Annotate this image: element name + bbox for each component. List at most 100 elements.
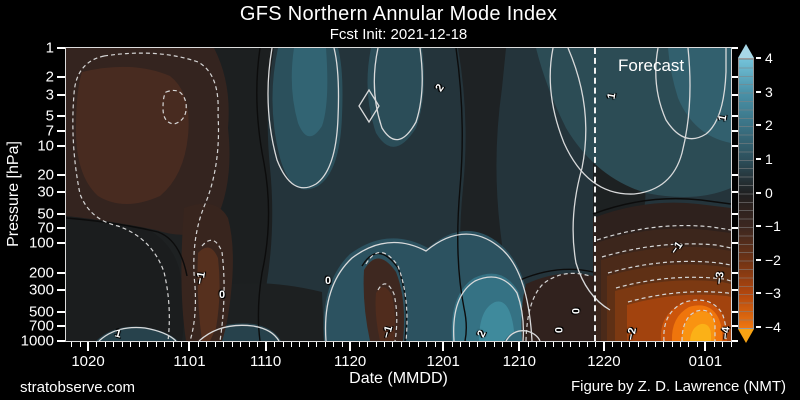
y-tick [57,76,65,79]
forecast-init-line [593,48,596,341]
chart-title: GFS Northern Annular Mode Index [239,3,558,25]
x-tick-label: 1220 [587,353,621,370]
x-minor-tick [333,342,335,347]
colorbar-tick-label: 0 [765,184,773,201]
y-tick [732,191,738,194]
y-tick-label: 700 [28,317,54,335]
x-minor-tick [493,342,495,347]
x-minor-tick [71,342,73,347]
x-minor-tick [578,342,580,347]
x-minor-tick [367,342,369,347]
y-tick [732,93,738,96]
colorbar-tick-label: 2 [765,117,773,134]
chart-subtitle: Fcst Init: 2021-12-18 [329,26,468,43]
x-minor-tick [164,342,166,347]
y-tick [732,340,738,342]
x-minor-tick [96,342,98,347]
x-minor-tick [536,342,538,347]
x-minor-tick [88,342,89,347]
colorbar-tick-label: −4 [765,319,781,335]
x-minor-tick [197,342,199,347]
x-minor-tick [527,342,529,347]
y-tick [57,271,65,274]
x-minor-tick [730,342,732,347]
x-minor-tick [214,342,216,347]
y-tick-label: 300 [28,281,54,299]
x-tick-label: 1020 [71,353,105,370]
contour-field [66,48,731,341]
y-tick [57,324,65,327]
x-tick-label: 1110 [250,353,282,370]
x-minor-tick [358,342,360,347]
x-minor-tick [223,342,225,347]
plot-area: −1 0 0 1 −1 2 0 0 1 1 2 −1 −3 −2 −4 Forecast [65,47,733,342]
x-minor-tick [519,342,521,347]
colorbar-tick [756,191,761,194]
y-tick [57,191,65,194]
y-tick [732,288,738,291]
y-tick [732,76,738,79]
x-minor-tick [561,342,563,347]
x-minor-tick [147,342,149,347]
y-tick-labels: 1 2 3 5 7 10 20 30 50 70 100 200 300 500 700 1000 [0,40,54,350]
x-tick-label: 1101 [173,353,206,370]
x-minor-tick [544,342,546,347]
x-minor-tick [595,342,597,347]
x-minor-tick [400,342,402,347]
x-minor-tick [392,342,394,347]
x-tick-label: 0101 [688,353,723,370]
x-minor-tick [138,342,140,347]
y-tick-label: 100 [28,234,54,252]
y-tick-label: 5 [45,107,54,125]
colorbar-tick-label: 3 [765,83,773,100]
y-axis-ticks-right [732,47,738,342]
x-minor-tick [240,342,242,347]
x-minor-tick [265,342,267,347]
x-minor-tick [248,342,250,347]
y-tick [57,129,65,132]
colorbar-over-arrow [738,44,754,58]
y-tick [57,212,65,215]
colorbar: 4 3 2 1 0 −1 −2 −3 −4 [738,44,798,343]
y-tick [57,47,65,49]
x-minor-tick [299,342,301,347]
x-minor-tick [231,342,233,347]
x-minor-tick [282,342,284,347]
x-minor-tick [722,342,724,347]
x-minor-tick [104,342,106,347]
credit-text: Figure by Z. D. Lawrence (NMT) [570,378,786,395]
x-minor-tick [350,342,352,347]
x-minor-tick [468,342,470,347]
x-minor-tick [510,342,512,347]
x-minor-tick [460,342,462,347]
colorbar-tick [756,225,761,228]
x-minor-tick [637,342,639,347]
colorbar-tick [756,292,761,295]
y-tick [57,93,65,96]
y-tick [57,310,65,313]
x-minor-tick [696,342,698,347]
x-minor-tick [671,342,673,347]
y-tick-label: 70 [37,219,54,237]
y-tick-label: 20 [37,166,54,184]
x-tick-labels: 1020 1101 1110 1120 1201 1210 1220 0101 [66,353,731,370]
x-minor-tick [443,342,445,347]
y-tick-label: 1000 [20,332,54,350]
x-minor-tick [586,342,588,347]
colorbar-tick [756,157,761,160]
colorbar-tick-label: 4 [765,50,773,66]
x-minor-tick [553,342,555,347]
watermark-text: stratobserve.com [20,379,136,396]
x-minor-tick [206,342,208,347]
x-minor-tick [485,342,487,347]
y-tick [732,227,738,230]
x-minor-tick [417,342,419,347]
colorbar-tick [756,57,761,59]
y-tick [732,242,738,245]
y-tick-label: 500 [28,303,54,321]
x-minor-tick [130,342,132,347]
colorbar-tick-label: −3 [765,285,781,302]
x-minor-tick [181,342,183,347]
x-minor-tick [477,342,479,347]
